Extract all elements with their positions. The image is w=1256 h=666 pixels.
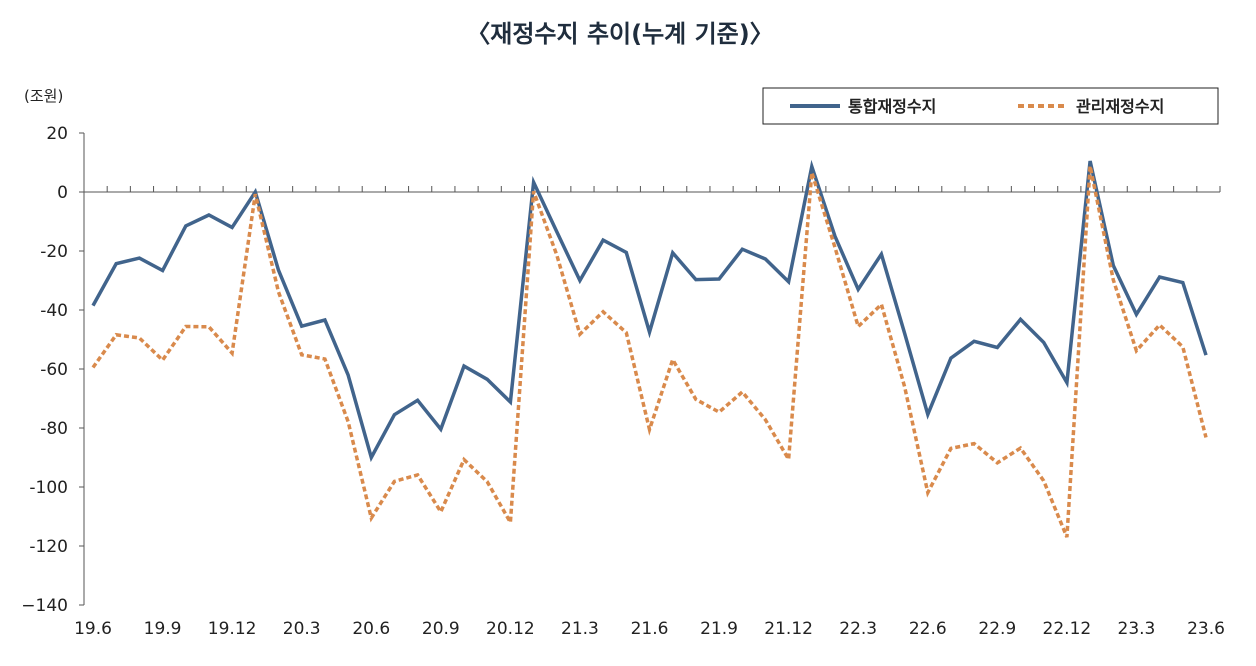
x-tick-label: 21.9 xyxy=(700,619,738,639)
y-tick-label: 20 xyxy=(46,124,68,144)
x-tick-label: 22.9 xyxy=(978,619,1016,639)
y-tick-label: -20 xyxy=(40,242,68,262)
x-tick-label: 21.6 xyxy=(631,619,669,639)
series-lines xyxy=(91,159,1208,538)
y-tick-label: -40 xyxy=(40,301,68,321)
y-tick-label: 0 xyxy=(57,183,68,203)
y-tick-labels: 20 0 -20 -40 -60 -80 -100 -120 −140 xyxy=(21,124,68,616)
series-line-0 xyxy=(91,159,1208,463)
legend: 통합재정수지 관리재정수지 xyxy=(762,87,1219,125)
x-tick-label: 23.3 xyxy=(1118,619,1156,639)
y-tick-label: -60 xyxy=(40,360,68,380)
x-tick-label: 19.6 xyxy=(74,619,112,639)
unit-label: (조원) xyxy=(24,87,63,105)
x-tick-label: 20.6 xyxy=(352,619,390,639)
y-tick-label: -80 xyxy=(40,419,68,439)
x-tick-label: 19.9 xyxy=(144,619,182,639)
legend-label-series-0: 통합재정수지 xyxy=(848,97,936,116)
series-line-1 xyxy=(91,165,1208,538)
legend-label-series-1: 관리재정수지 xyxy=(1076,97,1164,116)
x-tick-label: 22.6 xyxy=(909,619,947,639)
axes xyxy=(79,132,1221,606)
x-tick-label: 20.12 xyxy=(486,619,535,639)
x-tick-labels: 19.6 19.9 19.12 20.3 20.6 20.9 20.12 21.3 21.6 21… xyxy=(74,619,1225,639)
x-tick-label: 20.3 xyxy=(283,619,321,639)
y-tick-label: -100 xyxy=(29,478,68,498)
x-tick-label: 22.12 xyxy=(1043,619,1092,639)
x-tick-label: 21.3 xyxy=(561,619,599,639)
x-tick-label: 23.6 xyxy=(1187,619,1225,639)
x-tick-label: 20.9 xyxy=(422,619,460,639)
y-tick-label: -120 xyxy=(29,537,68,557)
x-tick-label: 22.3 xyxy=(839,619,877,639)
x-tick-label: 21.12 xyxy=(764,619,813,639)
x-tick-label: 19.12 xyxy=(208,619,257,639)
y-tick-label: −140 xyxy=(21,596,68,616)
chart-title: 〈재정수지 추이(누계 기준)〉 xyxy=(466,20,773,48)
